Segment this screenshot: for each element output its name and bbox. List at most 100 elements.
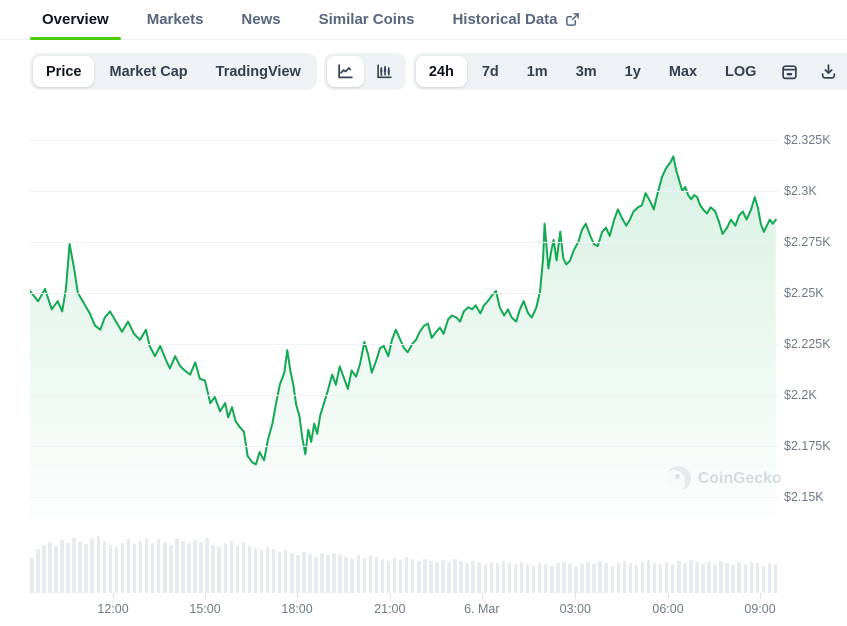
gridline	[30, 140, 778, 142]
tab-label: Historical Data	[452, 11, 558, 28]
volume-bar	[163, 542, 167, 593]
chart-type-market-cap-button[interactable]: Market Cap	[96, 56, 200, 87]
volume-bar	[513, 564, 518, 593]
x-axis-tick	[205, 593, 207, 599]
x-axis-tick	[760, 593, 762, 599]
volume-bar	[277, 552, 282, 593]
volume-bar	[374, 557, 379, 593]
volume-bar	[386, 561, 391, 593]
y-axis-label: $2.275K	[784, 235, 831, 250]
range-max-button[interactable]: Max	[656, 56, 710, 87]
chart-type-price-button[interactable]: Price	[33, 56, 95, 87]
volume-bar	[338, 555, 342, 593]
volume-bar	[471, 561, 475, 593]
volume-bar	[42, 545, 46, 593]
volume-bar	[217, 547, 221, 593]
gridline	[30, 242, 778, 244]
download-button[interactable]	[810, 56, 847, 87]
volume-bar	[658, 564, 663, 593]
volume-bar	[453, 559, 457, 593]
tab-news[interactable]: News	[229, 0, 292, 39]
volume-bar	[30, 558, 34, 593]
volume-bar	[543, 564, 548, 593]
volume-bar	[749, 562, 754, 593]
volume-bar	[773, 564, 778, 593]
button-label: 24h	[428, 63, 454, 80]
range-7d-button[interactable]: 7d	[469, 56, 512, 87]
volume-bar	[404, 557, 409, 593]
y-axis-label: $2.175K	[784, 438, 831, 453]
button-label: Max	[668, 63, 698, 80]
volume-bar	[356, 555, 361, 593]
volume-bar	[314, 557, 318, 593]
y-axis-label: $2.325K	[784, 133, 831, 148]
x-axis-tick	[481, 593, 483, 599]
volume-bar	[187, 543, 191, 593]
volume-bar	[441, 560, 445, 593]
tab-label: Similar Coins	[318, 11, 415, 28]
volume-bar	[78, 542, 82, 593]
y-axis-label: $2.225K	[784, 337, 831, 351]
volume-bar	[259, 550, 264, 593]
volume-bar	[344, 557, 348, 593]
volume-bar	[253, 548, 258, 593]
volume-bar	[755, 563, 760, 593]
tab-historical-data[interactable]: Historical Data	[440, 0, 591, 39]
volume-bar	[368, 555, 373, 593]
volume-bar	[362, 558, 367, 593]
volume-bar	[290, 553, 294, 593]
volume-bar	[96, 536, 101, 593]
x-axis-label: 6. Mar	[464, 602, 500, 616]
chart-type-tradingview-button[interactable]: TradingView	[203, 56, 314, 87]
candlestick-chart-button[interactable]	[366, 56, 403, 87]
range-log-button[interactable]: LOG	[712, 56, 769, 87]
chart-toolbar: Price Market Cap TradingView 24h 7d 1m 3m 1y Ma…	[30, 53, 847, 90]
volume-bar	[398, 560, 403, 593]
volume-bar	[531, 566, 536, 593]
volume-bar	[48, 542, 52, 593]
volume-bar	[410, 559, 415, 593]
x-axis-label: 09:00	[744, 602, 776, 616]
tab-similar-coins[interactable]: Similar Coins	[307, 0, 427, 39]
volume-bar	[60, 540, 64, 593]
volume-bar	[634, 565, 639, 593]
volume-bar	[622, 561, 627, 593]
volume-bar	[326, 555, 330, 593]
x-axis-label: 12:00	[97, 602, 129, 616]
volume-bar	[640, 562, 645, 593]
volume-bar	[193, 540, 197, 593]
volume-bar	[296, 555, 300, 593]
price-chart[interactable]: CoinGecko $2.325K$2.3K$2.275K$2.25K$2.22…	[0, 96, 847, 626]
volume-bar	[459, 561, 463, 593]
section-tabbar: Overview Markets News Similar Coins Historic…	[0, 0, 847, 40]
volume-bar	[616, 563, 621, 593]
volume-bar	[247, 546, 252, 593]
tab-overview[interactable]: Overview	[30, 0, 121, 40]
line-chart-button[interactable]	[326, 56, 364, 87]
price-line-chart-canvas[interactable]	[30, 128, 778, 518]
volume-bar	[670, 564, 675, 593]
x-axis-tick	[297, 593, 299, 599]
calendar-button[interactable]	[771, 56, 808, 87]
external-link-icon	[565, 12, 580, 27]
button-label: 7d	[481, 63, 499, 80]
volume-bar	[205, 538, 209, 593]
volume-bar	[652, 563, 657, 593]
tab-markets[interactable]: Markets	[135, 0, 216, 39]
volume-bar	[701, 564, 705, 593]
volume-bar	[707, 562, 711, 593]
x-axis-tick	[113, 593, 115, 599]
volume-bar	[283, 550, 288, 593]
button-label: TradingView	[215, 63, 301, 80]
range-1m-button[interactable]: 1m	[514, 56, 561, 87]
volume-bar	[435, 562, 439, 593]
button-label: Price	[46, 63, 82, 80]
range-1y-button[interactable]: 1y	[612, 56, 654, 87]
gridline	[30, 445, 778, 447]
volume-bar	[72, 538, 76, 593]
volume-bar	[519, 562, 524, 593]
volume-bar	[713, 564, 717, 593]
price-line	[30, 155, 777, 466]
range-24h-button[interactable]: 24h	[415, 56, 467, 87]
range-3m-button[interactable]: 3m	[563, 56, 610, 87]
